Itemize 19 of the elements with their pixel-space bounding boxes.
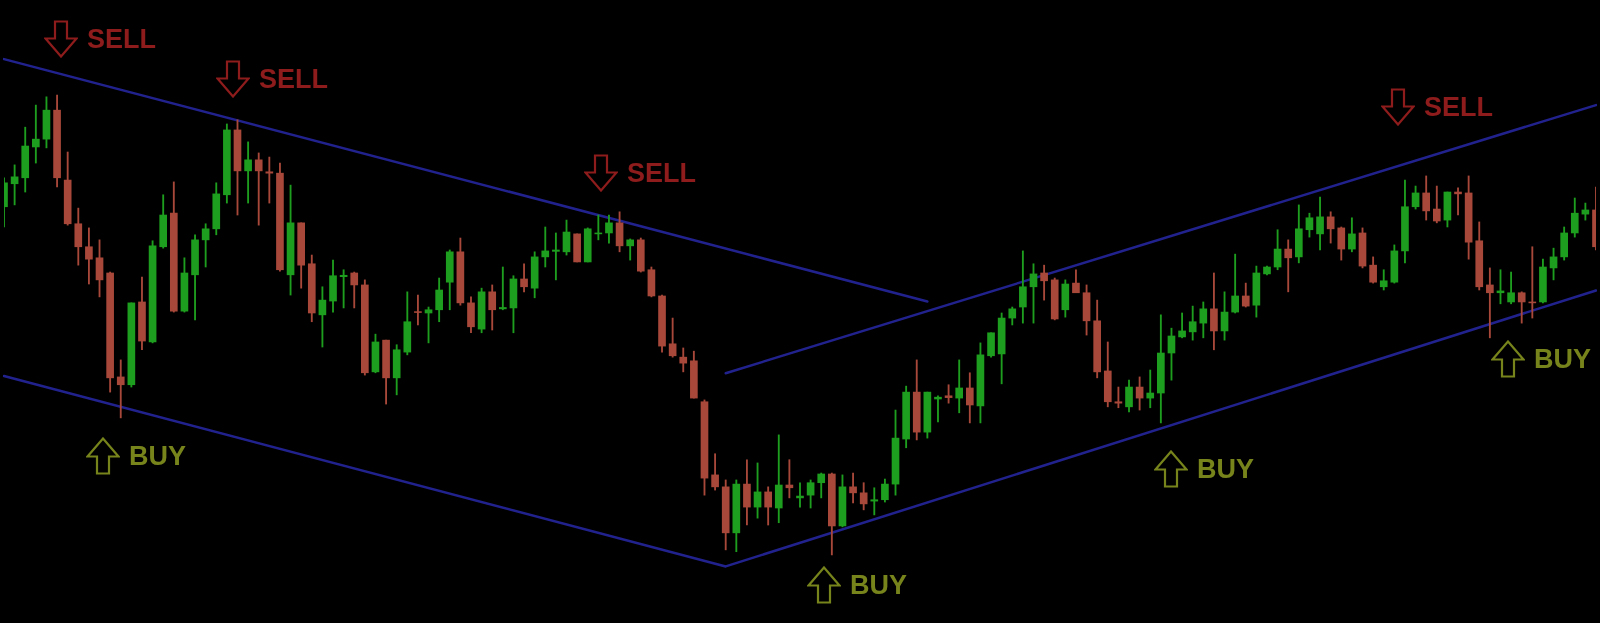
candlestick bbox=[32, 104, 40, 164]
candlestick bbox=[1146, 369, 1155, 409]
candlestick bbox=[944, 384, 953, 404]
candlestick bbox=[499, 266, 507, 311]
candlestick bbox=[254, 152, 263, 226]
candlestick bbox=[1486, 267, 1494, 339]
candlestick bbox=[414, 294, 422, 326]
candlestick bbox=[116, 359, 125, 419]
annotation: BUY bbox=[1534, 344, 1592, 374]
annotation: SELL bbox=[627, 158, 697, 188]
text: BUY bbox=[850, 570, 908, 600]
annotation: BUY bbox=[129, 441, 187, 471]
text: SELL bbox=[87, 24, 157, 54]
annotation: SELL bbox=[1424, 92, 1494, 122]
candlestick bbox=[265, 156, 274, 204]
candlestick bbox=[870, 487, 879, 516]
text: SELL bbox=[259, 64, 329, 94]
annotation: BUY bbox=[1197, 454, 1255, 484]
candlestick bbox=[552, 232, 560, 281]
